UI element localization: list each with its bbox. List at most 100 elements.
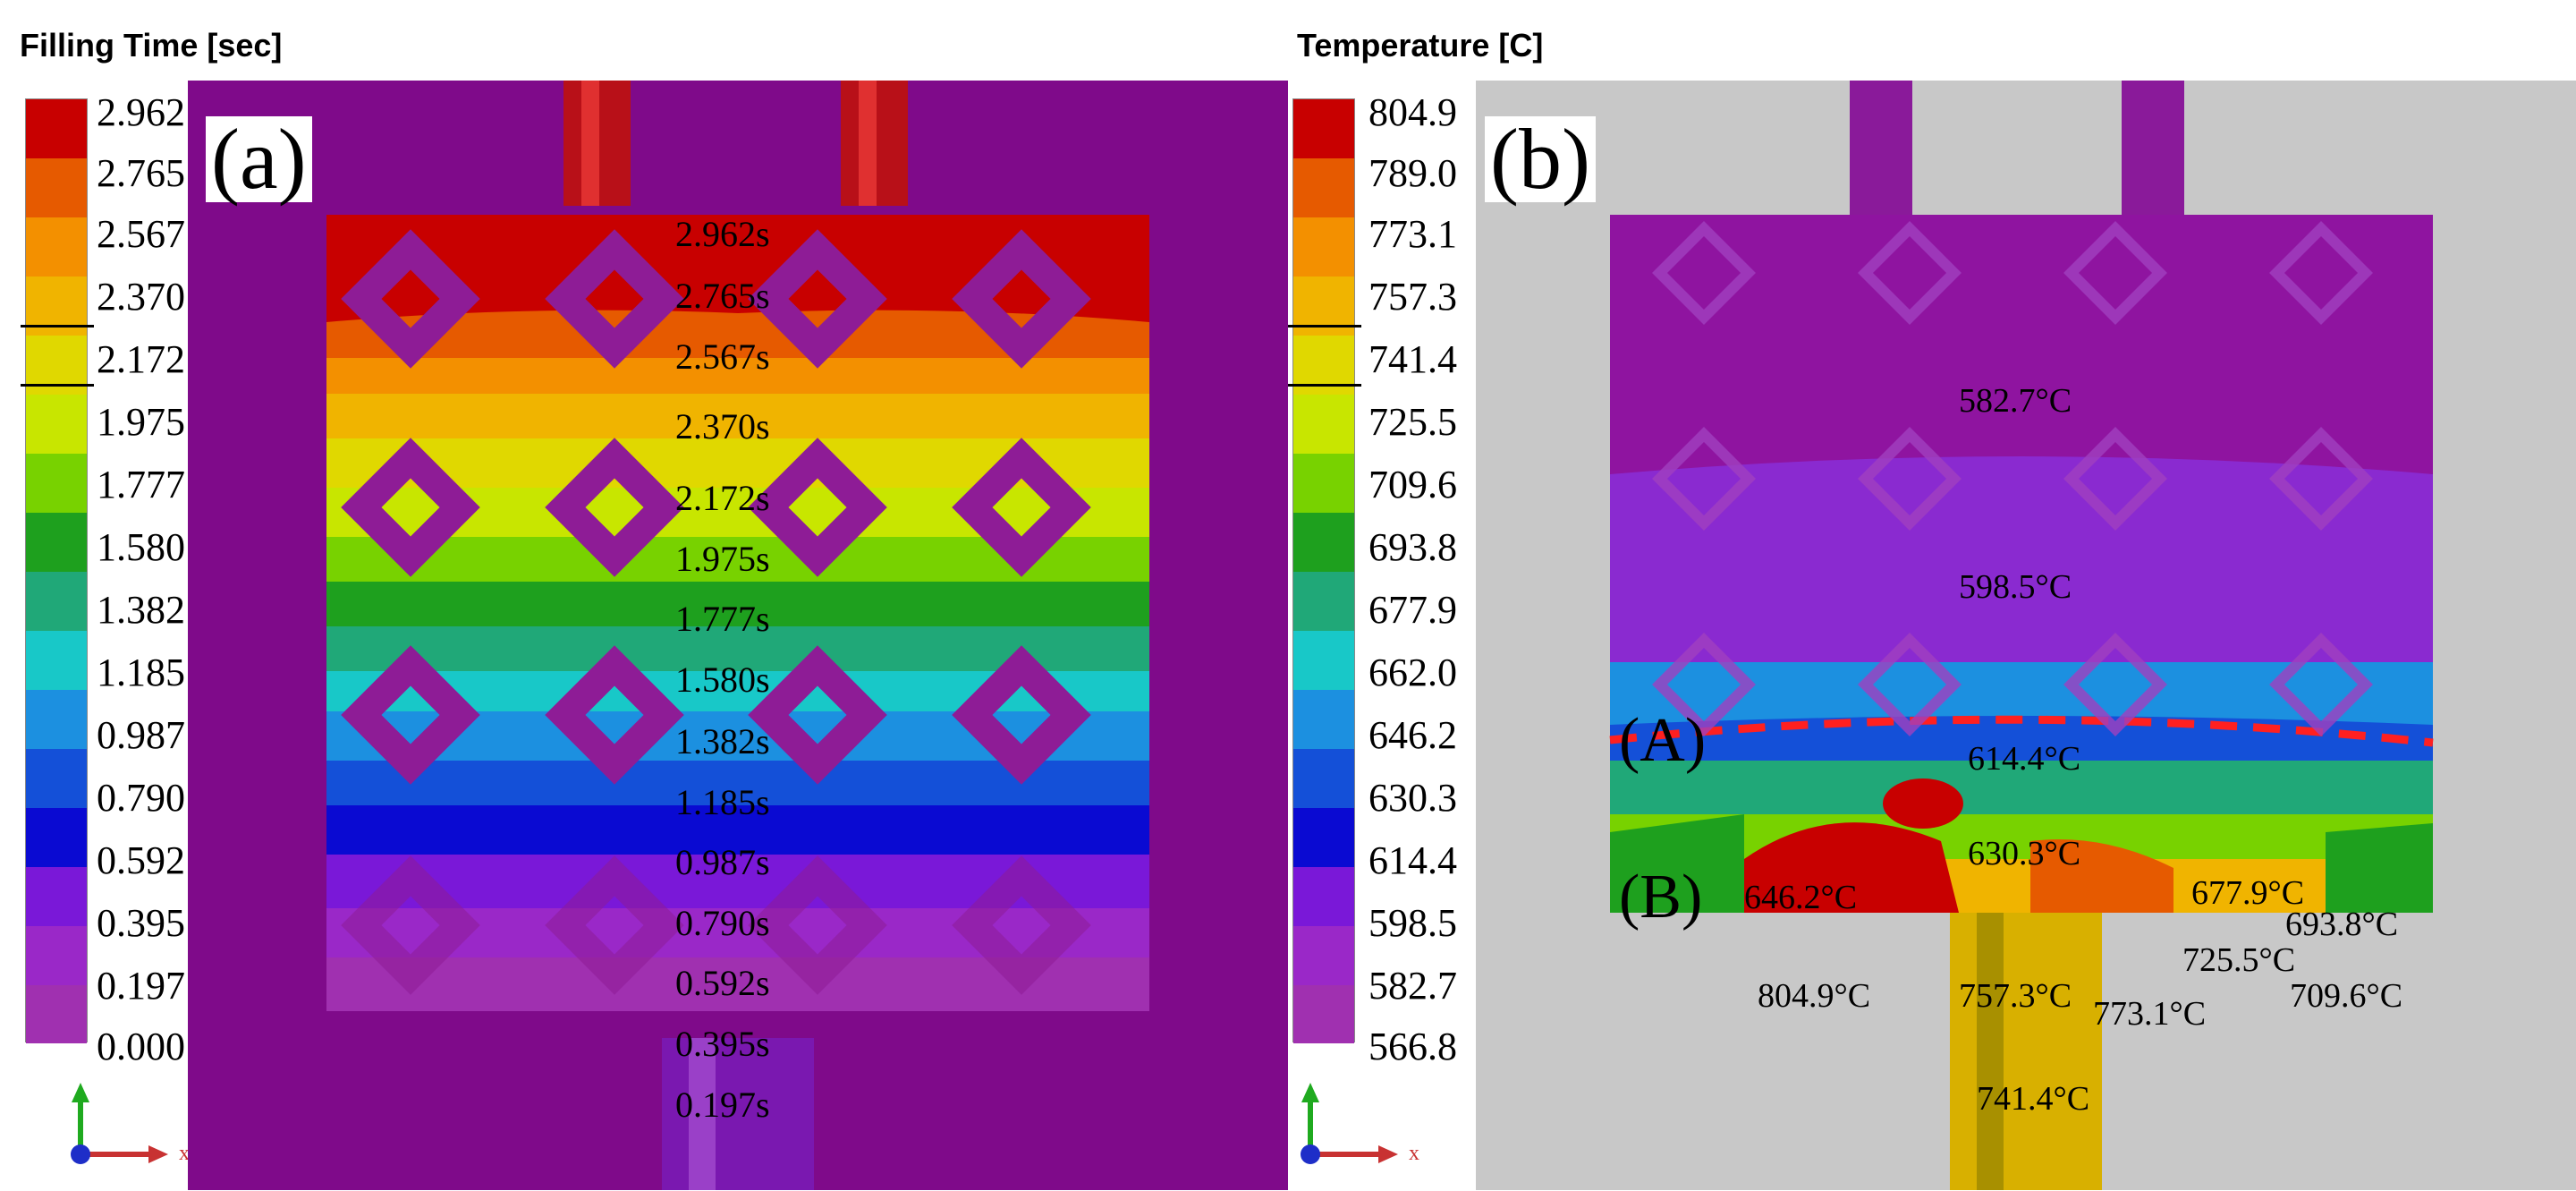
legend-segment bbox=[1293, 985, 1354, 1043]
legend-tick: 630.3 bbox=[1368, 776, 1457, 820]
legend-segment bbox=[1293, 749, 1354, 808]
legend-tick: 1.975 bbox=[97, 400, 185, 444]
legend-tick: 566.8 bbox=[1368, 1025, 1457, 1068]
legend-tick: 1.185 bbox=[97, 651, 185, 694]
legend-tick: 0.197 bbox=[97, 964, 185, 1008]
diamond-inserts bbox=[341, 229, 1091, 995]
legend-tick: 2.962 bbox=[97, 90, 185, 134]
legend-segment bbox=[26, 395, 87, 454]
legend-segment bbox=[1293, 454, 1354, 513]
time-label: 2.765s bbox=[675, 276, 770, 316]
temperature-label: 598.5°C bbox=[1959, 568, 2072, 606]
legend-tick: 1.382 bbox=[97, 588, 185, 632]
temperature-label: 614.4°C bbox=[1968, 740, 2080, 778]
axis-x-letter: x bbox=[1409, 1142, 1419, 1165]
panel-a-label: (a) bbox=[206, 116, 312, 202]
legend-segment bbox=[1293, 158, 1354, 217]
legend-segment bbox=[26, 454, 87, 513]
legend-tick: 2.567 bbox=[97, 212, 185, 256]
temperature-label: 773.1°C bbox=[2093, 995, 2206, 1033]
legend-segment bbox=[26, 867, 87, 926]
legend-segment bbox=[1293, 808, 1354, 867]
filling-time-contour-plot: 2.962s 2.765s 2.567s 2.370s 2.172s 1.975… bbox=[188, 81, 1288, 1190]
legend-tick: 582.7 bbox=[1368, 964, 1457, 1008]
time-label: 1.777s bbox=[675, 599, 770, 639]
legend-tick: 2.172 bbox=[97, 337, 185, 381]
legend-segment bbox=[1293, 867, 1354, 926]
legend-segment bbox=[26, 808, 87, 867]
legend-threshold-mark bbox=[21, 325, 94, 328]
legend-threshold-mark bbox=[1288, 325, 1361, 328]
legend-segment bbox=[26, 749, 87, 808]
legend-tick: 1.777 bbox=[97, 463, 185, 506]
temperature-label: 709.6°C bbox=[2290, 977, 2402, 1015]
legend-tick: 773.1 bbox=[1368, 212, 1457, 256]
legend-tick: 677.9 bbox=[1368, 588, 1457, 632]
temperature-title: Temperature [C] bbox=[1297, 27, 1544, 64]
legend-segment bbox=[1293, 572, 1354, 631]
legend-tick: 757.3 bbox=[1368, 275, 1457, 319]
time-label: 0.592s bbox=[675, 963, 770, 1003]
legend-segment bbox=[1293, 395, 1354, 454]
time-label: 1.382s bbox=[675, 721, 770, 761]
legend-tick: 2.765 bbox=[97, 151, 185, 195]
legend-segment bbox=[1293, 217, 1354, 276]
temperature-label: 677.9°C bbox=[2191, 874, 2304, 912]
legend-segment bbox=[26, 513, 87, 572]
temperature-label: 741.4°C bbox=[1977, 1080, 2089, 1118]
solidification-front-line bbox=[1609, 715, 2434, 747]
legend-tick: 662.0 bbox=[1368, 651, 1457, 694]
axis-triad-icon: x bbox=[71, 1083, 190, 1165]
legend-segment bbox=[1293, 690, 1354, 749]
legend-tick: 1.580 bbox=[97, 525, 185, 569]
legend-tick: 789.0 bbox=[1368, 151, 1457, 195]
legend-tick: 725.5 bbox=[1368, 400, 1457, 444]
temperature-label: 582.7°C bbox=[1959, 382, 2072, 420]
legend-segment bbox=[26, 926, 87, 985]
temperature-label: 646.2°C bbox=[1744, 879, 1857, 916]
legend-tick: 0.592 bbox=[97, 838, 185, 882]
temperature-colorbar bbox=[1288, 98, 1361, 1043]
axis-triad-icon: x bbox=[1301, 1083, 1419, 1165]
legend-tick: 2.370 bbox=[97, 275, 185, 319]
legend-threshold-mark bbox=[1288, 384, 1361, 387]
time-label: 0.987s bbox=[675, 842, 770, 882]
legend-tick: 646.2 bbox=[1368, 713, 1457, 757]
time-label: 2.567s bbox=[675, 336, 770, 377]
filling-time-colorbar bbox=[21, 98, 94, 1043]
panel-b-label: (b) bbox=[1485, 116, 1596, 202]
legend-segment bbox=[26, 631, 87, 690]
legend-segment bbox=[1293, 926, 1354, 985]
temperature-label: 693.8°C bbox=[2285, 906, 2398, 943]
time-label: 2.172s bbox=[675, 478, 770, 518]
time-label: 2.370s bbox=[675, 406, 770, 447]
legend-segment bbox=[26, 158, 87, 217]
legend-tick: 0.000 bbox=[97, 1025, 185, 1068]
legend-threshold-mark bbox=[21, 384, 94, 387]
temperature-label: 725.5°C bbox=[2182, 941, 2295, 979]
legend-tick: 741.4 bbox=[1368, 337, 1457, 381]
time-label: 1.185s bbox=[675, 782, 770, 822]
axis-x-letter: x bbox=[179, 1142, 190, 1165]
time-label: 2.962s bbox=[675, 214, 770, 254]
legend-segment bbox=[26, 690, 87, 749]
time-label: 0.197s bbox=[675, 1085, 770, 1125]
temperature-label: 757.3°C bbox=[1959, 977, 2072, 1015]
legend-tick: 598.5 bbox=[1368, 901, 1457, 945]
legend-tick: 614.4 bbox=[1368, 838, 1457, 882]
legend-tick: 709.6 bbox=[1368, 463, 1457, 506]
legend-segment bbox=[1293, 631, 1354, 690]
region-b-label: (B) bbox=[1619, 863, 1702, 932]
legend-tick: 693.8 bbox=[1368, 525, 1457, 569]
legend-tick: 0.987 bbox=[97, 713, 185, 757]
filling-time-title: Filling Time [sec] bbox=[20, 27, 283, 64]
legend-tick: 0.395 bbox=[97, 901, 185, 945]
temperature-label: 804.9°C bbox=[1758, 977, 1870, 1015]
temperature-label: 630.3°C bbox=[1968, 835, 2080, 872]
legend-segment bbox=[1293, 513, 1354, 572]
legend-segment bbox=[1293, 99, 1354, 158]
legend-segment bbox=[26, 99, 87, 158]
time-label: 0.790s bbox=[675, 903, 770, 943]
time-label: 0.395s bbox=[675, 1024, 770, 1064]
legend-segment bbox=[26, 572, 87, 631]
